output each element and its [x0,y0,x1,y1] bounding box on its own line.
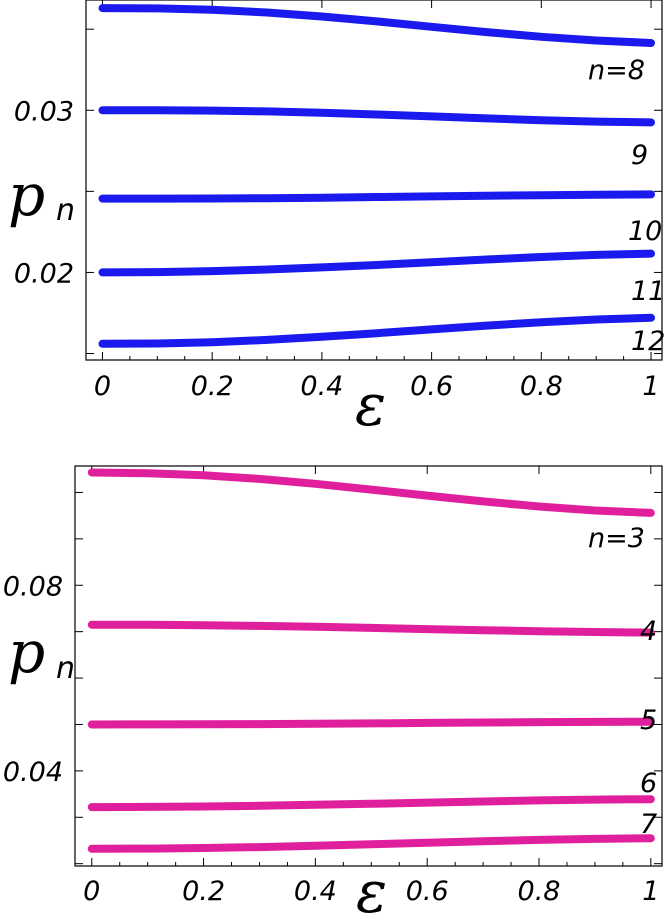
top-series-line-4 [98,249,655,277]
bottom-series-line-5 [87,834,655,853]
bottom-x-axis-title: ε [356,858,387,916]
bottom-x-tick-label: 1 [642,876,659,907]
bottom-series-line-3 [87,717,655,729]
top-x-tick-label: 0.2 [191,371,234,402]
top-x-tick-label: 0.6 [410,371,453,402]
bottom-series-label-2: 4 [640,616,657,647]
top-series-line-5 [98,313,655,348]
bottom-y-tick-label: 0.04 [3,757,63,788]
top-series-line-1 [98,4,655,47]
top-x-tick-label: 0.4 [300,371,343,402]
bottom-series-line-2 [87,620,655,637]
top-plot-frame [85,0,663,361]
top-series-line-3 [98,190,655,203]
top-x-tick-label: 1 [642,371,659,402]
bottom-series-line-4 [87,795,655,812]
top-y-axis-title: p [8,161,45,229]
bottom-x-tick-label: 0.2 [182,876,225,907]
top-series-label-3: 10 [628,216,662,247]
bottom-y-axis-title-subscript: n [56,651,75,686]
bottom-x-tick-label: 0.4 [294,876,337,907]
top-series-label-1: n=8 [588,55,645,86]
bottom-y-axis-title: p [8,618,45,686]
bottom-series-label-1: n=3 [588,523,645,554]
bottom-y-tick-label: 0.08 [3,571,63,602]
top-series-line-2 [98,106,655,127]
top-series-label-4: 11 [631,276,665,307]
top-x-tick-label: 0 [94,371,111,402]
top-series-label-2: 9 [631,140,648,171]
top-y-axis-title-subscript: n [56,193,75,228]
top-x-tick-label: 0.8 [520,371,563,402]
top-x-axis-title: ε [355,371,386,439]
top-panel: 0 0.2 0.4 0.6 0.8 1 0.02 0.03 ε p n n=8 9 10 11 12 [8,0,665,439]
bottom-plot-frame [74,465,663,867]
bottom-series-label-5: 7 [640,809,657,840]
top-y-tick-label: 0.02 [14,258,74,289]
bottom-x-tick-label: 0.6 [406,876,449,907]
bottom-panel: 0 0.2 0.4 0.6 0.8 1 0.04 0.08 ε p n n=3 4 5 6 7 [3,465,663,916]
top-series-label-5: 12 [631,326,665,357]
bottom-x-tick-label: 0 [83,876,100,907]
bottom-x-tick-label: 0.8 [518,876,561,907]
bottom-series-label-3: 5 [640,705,657,736]
bottom-series-label-4: 6 [640,768,657,799]
bottom-series-line-1 [87,468,655,517]
top-y-tick-label: 0.03 [14,96,74,127]
